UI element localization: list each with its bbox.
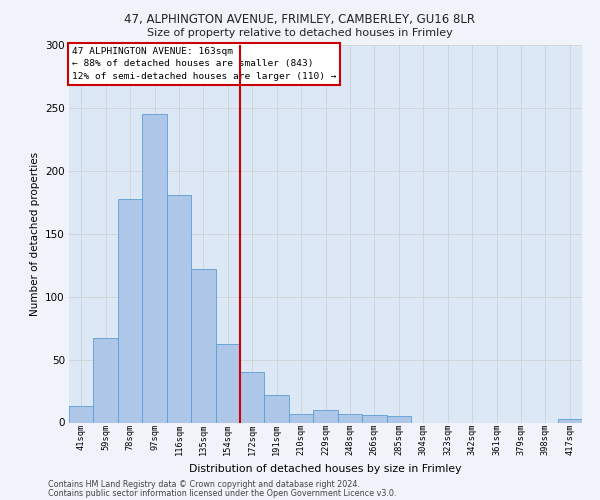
- Bar: [69, 406, 94, 422]
- Text: Contains public sector information licensed under the Open Government Licence v3: Contains public sector information licen…: [48, 489, 397, 498]
- Bar: [289, 414, 313, 422]
- Bar: [557, 418, 582, 422]
- Bar: [118, 198, 142, 422]
- Text: 47 ALPHINGTON AVENUE: 163sqm
← 88% of detached houses are smaller (843)
12% of s: 47 ALPHINGTON AVENUE: 163sqm ← 88% of de…: [71, 47, 336, 81]
- Bar: [313, 410, 338, 422]
- Bar: [215, 344, 240, 422]
- Bar: [386, 416, 411, 422]
- Bar: [240, 372, 265, 422]
- Text: Size of property relative to detached houses in Frimley: Size of property relative to detached ho…: [147, 28, 453, 38]
- Bar: [94, 338, 118, 422]
- Text: 47, ALPHINGTON AVENUE, FRIMLEY, CAMBERLEY, GU16 8LR: 47, ALPHINGTON AVENUE, FRIMLEY, CAMBERLE…: [125, 12, 476, 26]
- Bar: [142, 114, 167, 422]
- Bar: [191, 269, 215, 422]
- X-axis label: Distribution of detached houses by size in Frimley: Distribution of detached houses by size …: [189, 464, 462, 473]
- Bar: [265, 395, 289, 422]
- Text: Contains HM Land Registry data © Crown copyright and database right 2024.: Contains HM Land Registry data © Crown c…: [48, 480, 360, 489]
- Bar: [167, 194, 191, 422]
- Y-axis label: Number of detached properties: Number of detached properties: [29, 152, 40, 316]
- Bar: [338, 414, 362, 422]
- Bar: [362, 415, 386, 422]
